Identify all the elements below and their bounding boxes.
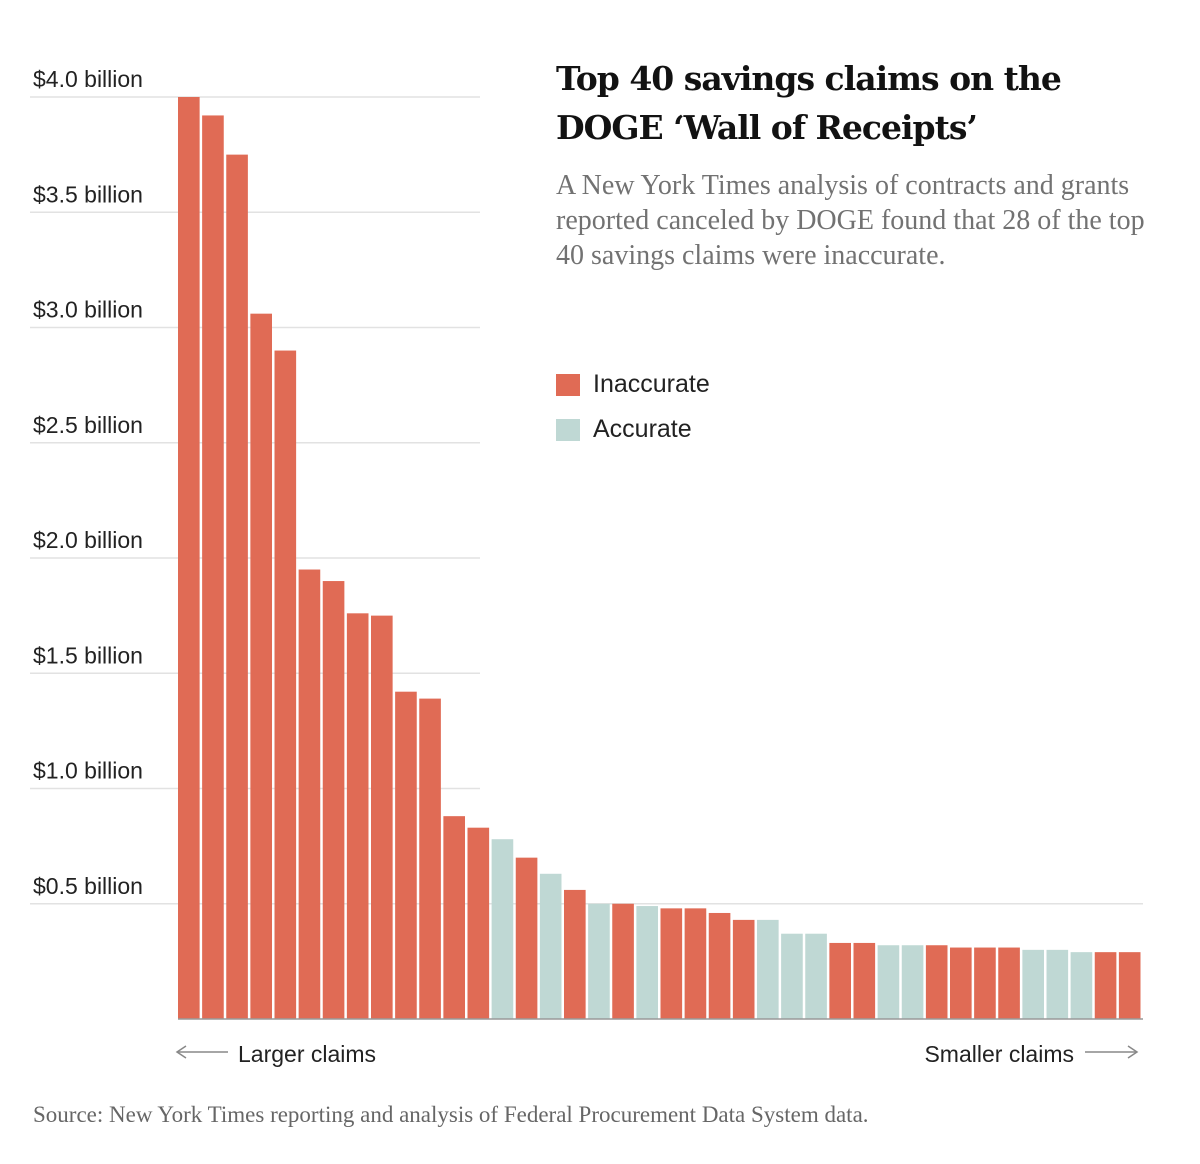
legend-label: Inaccurate — [593, 370, 710, 398]
left-arrow-icon — [175, 1045, 228, 1059]
legend-item-accurate: Accurate — [556, 407, 710, 452]
bar-inaccurate — [226, 154, 248, 1019]
y-axis-ticks: $4.0 billion $3.5 billion $3.0 billion $2.5… — [33, 66, 143, 899]
bar-accurate — [781, 933, 803, 1019]
bar-inaccurate — [950, 947, 972, 1019]
bar-accurate — [588, 903, 610, 1019]
larger-claims-label: Larger claims — [238, 1041, 376, 1067]
bar-inaccurate — [1118, 952, 1141, 1019]
bar-inaccurate — [564, 889, 586, 1019]
y-tick-label: $4.0 billion — [33, 66, 143, 92]
bar-inaccurate — [467, 827, 490, 1019]
chart-subtitle: A New York Times analysis of contracts a… — [556, 170, 1145, 271]
bar-inaccurate — [998, 947, 1020, 1019]
y-tick-label: $3.5 billion — [33, 181, 143, 207]
bar-inaccurate — [732, 919, 755, 1019]
smaller-claims-label: Smaller claims — [924, 1041, 1074, 1067]
bar-inaccurate — [250, 313, 272, 1019]
bar-inaccurate — [395, 691, 417, 1019]
bar-accurate — [636, 906, 658, 1019]
legend-swatch-accurate — [556, 418, 580, 441]
bar-accurate — [805, 933, 827, 1019]
y-tick-label: $1.5 billion — [33, 642, 143, 668]
y-tick-label: $2.0 billion — [33, 527, 143, 553]
bar-inaccurate — [346, 613, 369, 1019]
legend: Inaccurate Accurate — [556, 362, 710, 452]
bar-inaccurate — [853, 942, 876, 1019]
bar-inaccurate — [443, 816, 465, 1019]
bar-inaccurate — [298, 569, 321, 1019]
y-tick-label: $3.0 billion — [33, 297, 143, 323]
y-tick-label: $1.0 billion — [33, 758, 143, 784]
bar-inaccurate — [322, 581, 345, 1019]
right-arrow-icon — [1085, 1045, 1139, 1059]
bar-accurate — [901, 945, 924, 1019]
bar-accurate — [877, 945, 900, 1019]
bar-inaccurate — [684, 908, 707, 1019]
bar-inaccurate — [974, 947, 996, 1019]
y-tick-label: $0.5 billion — [33, 873, 143, 899]
y-tick-label: $2.5 billion — [33, 412, 143, 438]
bar-accurate — [1070, 952, 1093, 1019]
bar-inaccurate — [515, 857, 538, 1019]
source-note: Source: New York Times reporting and ana… — [33, 1102, 869, 1127]
bar-accurate — [539, 873, 562, 1019]
bar-inaccurate — [371, 615, 393, 1019]
bar-accurate — [491, 839, 514, 1019]
bar-accurate — [1022, 949, 1044, 1019]
bar-inaccurate — [660, 908, 683, 1019]
bar-accurate — [1046, 949, 1069, 1019]
bar-inaccurate — [708, 912, 731, 1019]
bar-inaccurate — [925, 945, 948, 1019]
bars — [178, 97, 1141, 1019]
legend-swatch-inaccurate — [556, 373, 580, 396]
bar-inaccurate — [178, 97, 200, 1019]
bar-inaccurate — [1094, 952, 1117, 1019]
legend-label: Accurate — [593, 415, 692, 443]
bar-inaccurate — [612, 903, 634, 1019]
bar-accurate — [757, 919, 779, 1019]
bar-inaccurate — [202, 115, 224, 1019]
bar-inaccurate — [419, 698, 441, 1019]
chart-title: Top 40 savings claims on the DOGE ‘Wall … — [556, 59, 1062, 147]
bar-inaccurate — [274, 350, 297, 1019]
legend-item-inaccurate: Inaccurate — [556, 362, 710, 407]
bar-inaccurate — [829, 942, 851, 1019]
